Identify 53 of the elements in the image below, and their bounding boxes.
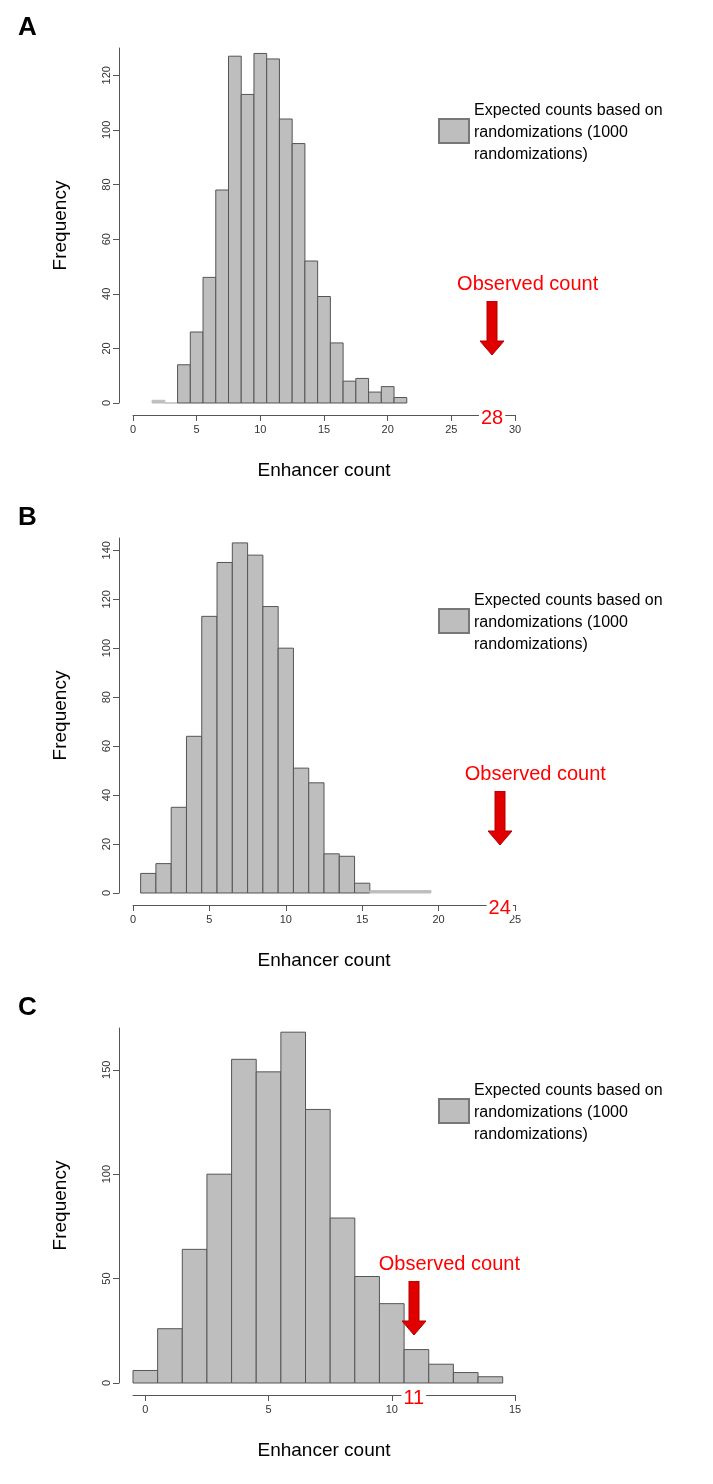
x-tick-label: 30 — [508, 422, 522, 435]
legend-label: Expected counts based on randomizations (1000 randomizations) — [474, 1080, 668, 1142]
y-tick-label: 60 — [99, 739, 112, 753]
y-tick-label: 100 — [99, 638, 112, 658]
text: 11 — [403, 1386, 425, 1408]
y-tick-label: 0 — [99, 889, 112, 897]
y-tick-label: 80 — [99, 178, 112, 191]
y-tick-label: 0 — [99, 399, 112, 407]
y-tick-label: 80 — [99, 691, 112, 704]
y-tick-label: 100 — [99, 120, 112, 140]
text: 28 — [480, 406, 504, 428]
text: 24 — [488, 896, 511, 918]
x-tick-label: 5 — [193, 422, 200, 435]
x-tick-label: 10 — [254, 422, 267, 435]
y-axis-title: Frequency — [49, 670, 70, 761]
y-tick-label: 20 — [99, 837, 112, 851]
x-tick-label: 0 — [129, 912, 137, 925]
x-tick-label: 0 — [129, 422, 137, 435]
y-tick-label: 120 — [99, 590, 112, 609]
x-tick-label: 0 — [142, 1402, 149, 1415]
y-tick-label: 140 — [99, 541, 112, 560]
x-axis-title: Enhancer count — [257, 949, 392, 970]
y-tick-label: 150 — [99, 1060, 112, 1079]
chart-title: B — [18, 501, 37, 531]
x-tick-label: 15 — [356, 912, 369, 925]
x-axis-title: Enhancer count — [257, 1439, 392, 1460]
annotation: Observed count — [457, 272, 599, 294]
legend-label: Expected counts based on randomizations (1000 randomizations) — [474, 100, 668, 162]
annotation: Observed count — [378, 1252, 521, 1274]
x-tick-label: 10 — [279, 912, 292, 925]
x-tick-label: 10 — [385, 1402, 398, 1415]
y-tick-label: 50 — [99, 1272, 112, 1285]
y-tick-label: 40 — [99, 287, 112, 300]
x-tick-label: 5 — [265, 1402, 272, 1415]
x-tick-label: 20 — [432, 912, 445, 925]
x-tick-label: 15 — [508, 1402, 522, 1415]
y-axis-title: Frequency — [49, 180, 70, 271]
y-tick-label: 20 — [99, 342, 112, 355]
y-tick-label: 60 — [99, 233, 112, 246]
y-tick-label: 100 — [99, 1165, 112, 1184]
x-axis-title: Enhancer count — [257, 459, 392, 480]
y-tick-label: 40 — [99, 788, 112, 802]
y-axis-title: Frequency — [49, 1160, 70, 1251]
chart-title: A — [18, 11, 37, 41]
x-tick-label: 5 — [206, 912, 213, 925]
x-tick-label: 25 — [445, 422, 458, 435]
y-tick-label: 0 — [99, 1379, 112, 1387]
annotation: Observed count — [464, 762, 607, 784]
y-tick-label: 120 — [99, 66, 112, 85]
chart-title: C — [18, 991, 37, 1021]
x-tick-label: 20 — [381, 422, 394, 435]
x-tick-label: 15 — [317, 422, 331, 435]
legend-label: Expected counts based on randomizations (1000 randomizations) — [474, 590, 668, 652]
